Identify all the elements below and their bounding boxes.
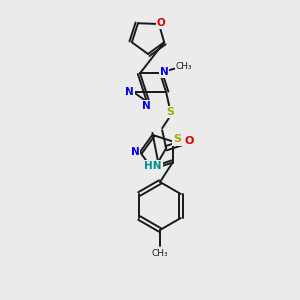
Text: O: O: [157, 18, 165, 28]
Text: S: S: [174, 134, 182, 144]
Text: O: O: [184, 136, 194, 146]
Text: N: N: [130, 147, 140, 157]
Text: S: S: [166, 107, 174, 117]
Text: CH₃: CH₃: [176, 62, 192, 71]
Text: N: N: [125, 87, 134, 97]
Text: N: N: [160, 67, 168, 77]
Text: N: N: [142, 101, 150, 111]
Text: HN: HN: [144, 161, 162, 171]
Text: CH₃: CH₃: [152, 250, 168, 259]
